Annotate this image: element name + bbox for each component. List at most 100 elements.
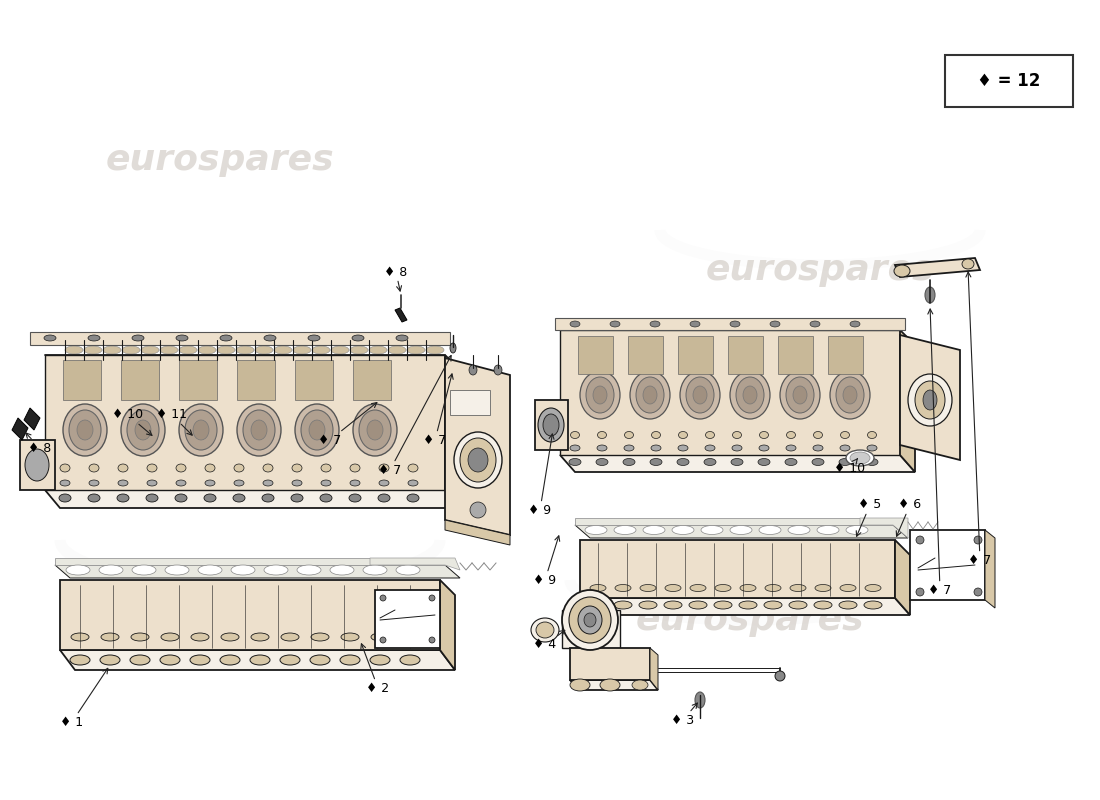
Ellipse shape bbox=[103, 346, 121, 354]
Ellipse shape bbox=[204, 494, 216, 502]
Ellipse shape bbox=[231, 565, 255, 575]
Ellipse shape bbox=[812, 458, 824, 466]
Ellipse shape bbox=[624, 445, 634, 451]
Ellipse shape bbox=[644, 386, 657, 404]
Ellipse shape bbox=[131, 633, 149, 641]
Ellipse shape bbox=[894, 265, 910, 277]
Ellipse shape bbox=[191, 633, 209, 641]
Ellipse shape bbox=[686, 377, 714, 413]
Ellipse shape bbox=[190, 655, 210, 665]
Ellipse shape bbox=[536, 622, 554, 638]
Ellipse shape bbox=[570, 321, 580, 327]
Ellipse shape bbox=[280, 633, 299, 641]
Ellipse shape bbox=[341, 633, 359, 641]
Ellipse shape bbox=[400, 655, 420, 665]
Ellipse shape bbox=[839, 601, 857, 609]
Ellipse shape bbox=[99, 565, 123, 575]
Ellipse shape bbox=[185, 410, 217, 450]
Ellipse shape bbox=[292, 494, 302, 502]
Polygon shape bbox=[900, 330, 915, 472]
Ellipse shape bbox=[916, 536, 924, 544]
Bar bbox=[179, 360, 217, 400]
Ellipse shape bbox=[234, 480, 244, 486]
Polygon shape bbox=[375, 590, 440, 648]
Ellipse shape bbox=[59, 494, 72, 502]
Ellipse shape bbox=[695, 692, 705, 708]
Ellipse shape bbox=[788, 526, 810, 534]
Ellipse shape bbox=[429, 595, 434, 601]
Ellipse shape bbox=[644, 526, 666, 534]
Ellipse shape bbox=[198, 346, 216, 354]
Ellipse shape bbox=[664, 601, 682, 609]
Ellipse shape bbox=[468, 448, 488, 472]
Ellipse shape bbox=[650, 321, 660, 327]
Polygon shape bbox=[570, 648, 650, 680]
Text: ♦ 7: ♦ 7 bbox=[927, 309, 952, 597]
Ellipse shape bbox=[730, 371, 770, 419]
Ellipse shape bbox=[141, 346, 160, 354]
Ellipse shape bbox=[84, 346, 102, 354]
Bar bbox=[728, 336, 763, 374]
Ellipse shape bbox=[843, 386, 857, 404]
Ellipse shape bbox=[974, 588, 982, 596]
Ellipse shape bbox=[350, 346, 368, 354]
Ellipse shape bbox=[130, 655, 150, 665]
Ellipse shape bbox=[280, 655, 300, 665]
Polygon shape bbox=[446, 358, 510, 535]
Ellipse shape bbox=[350, 464, 360, 472]
Ellipse shape bbox=[408, 464, 418, 472]
Ellipse shape bbox=[379, 637, 386, 643]
Bar bbox=[578, 336, 613, 374]
Ellipse shape bbox=[923, 390, 937, 410]
Ellipse shape bbox=[234, 464, 244, 472]
Text: ♦ 11: ♦ 11 bbox=[156, 409, 192, 435]
Ellipse shape bbox=[340, 655, 360, 665]
Polygon shape bbox=[900, 335, 960, 460]
Polygon shape bbox=[575, 525, 908, 538]
Ellipse shape bbox=[786, 431, 795, 438]
Ellipse shape bbox=[531, 618, 559, 642]
Ellipse shape bbox=[255, 346, 273, 354]
Ellipse shape bbox=[331, 346, 349, 354]
Ellipse shape bbox=[353, 404, 397, 456]
Ellipse shape bbox=[736, 377, 764, 413]
Ellipse shape bbox=[840, 585, 856, 591]
Ellipse shape bbox=[274, 346, 292, 354]
Ellipse shape bbox=[89, 480, 99, 486]
Text: ♦ 10: ♦ 10 bbox=[112, 409, 152, 435]
Ellipse shape bbox=[866, 458, 878, 466]
Ellipse shape bbox=[176, 464, 186, 472]
Ellipse shape bbox=[813, 445, 823, 451]
Ellipse shape bbox=[676, 458, 689, 466]
Ellipse shape bbox=[70, 655, 90, 665]
Ellipse shape bbox=[118, 480, 128, 486]
Ellipse shape bbox=[584, 613, 596, 627]
Polygon shape bbox=[446, 355, 460, 508]
Polygon shape bbox=[12, 418, 28, 440]
Ellipse shape bbox=[693, 386, 707, 404]
Ellipse shape bbox=[776, 671, 785, 681]
Ellipse shape bbox=[321, 464, 331, 472]
Ellipse shape bbox=[132, 565, 156, 575]
Ellipse shape bbox=[758, 458, 770, 466]
Ellipse shape bbox=[704, 458, 716, 466]
Ellipse shape bbox=[705, 431, 715, 438]
Ellipse shape bbox=[814, 601, 832, 609]
Ellipse shape bbox=[715, 585, 732, 591]
Text: ♦ 1: ♦ 1 bbox=[60, 668, 108, 729]
Ellipse shape bbox=[597, 445, 607, 451]
Text: ♦ 7: ♦ 7 bbox=[378, 355, 451, 477]
Ellipse shape bbox=[89, 464, 99, 472]
Polygon shape bbox=[24, 408, 40, 430]
Ellipse shape bbox=[865, 585, 881, 591]
Ellipse shape bbox=[192, 420, 209, 440]
Ellipse shape bbox=[122, 346, 140, 354]
Ellipse shape bbox=[147, 464, 157, 472]
Ellipse shape bbox=[217, 346, 235, 354]
Ellipse shape bbox=[297, 565, 321, 575]
Ellipse shape bbox=[367, 420, 383, 440]
Ellipse shape bbox=[679, 431, 688, 438]
Polygon shape bbox=[556, 318, 905, 330]
Ellipse shape bbox=[586, 377, 614, 413]
Polygon shape bbox=[30, 332, 450, 345]
